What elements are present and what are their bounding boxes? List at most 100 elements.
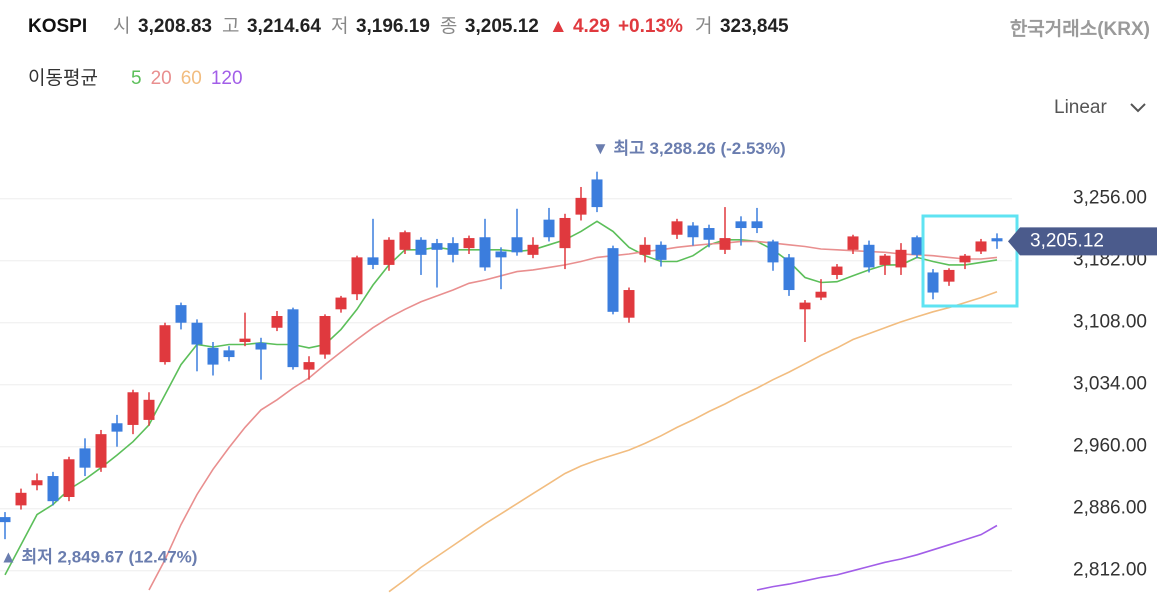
last-price-label: 3,205.12 (1030, 230, 1104, 251)
scale-dropdown[interactable]: Linear (1054, 97, 1146, 118)
candle-body (703, 228, 715, 240)
min-annotation: ▲ 최저 2,849.67 (12.47%) (0, 547, 197, 566)
candle-body (447, 243, 459, 255)
candle-body (719, 238, 731, 250)
candle-body (191, 322, 203, 345)
candle-body (879, 255, 891, 265)
candle-body (31, 480, 43, 486)
candle-body (399, 232, 411, 250)
candle-body (367, 257, 379, 265)
candle-body (847, 236, 859, 250)
header-value: 3,214.64 (247, 16, 321, 37)
chevron (1130, 103, 1146, 113)
header-value: 3,205.12 (465, 16, 539, 37)
header-value: 3,208.83 (138, 16, 212, 37)
candle-body (287, 309, 299, 368)
legend-entry: 60 (181, 68, 202, 89)
source: 한국거래소(KRX) (1010, 18, 1150, 40)
chart-title: KOSPI (28, 16, 87, 37)
y-tick-label: 3,256.00 (1073, 188, 1147, 209)
y-tick-label: 3,108.00 (1073, 312, 1147, 333)
candle-body (591, 179, 603, 208)
change: ▲ 4.29 (549, 16, 610, 37)
y-tick-label: 2,960.00 (1073, 436, 1147, 457)
header-label: 거 (695, 15, 712, 37)
candle-body (335, 297, 347, 310)
candle-body (559, 217, 571, 249)
header-label: 고 (222, 16, 239, 37)
ma-line (388, 290, 998, 593)
scale-mode[interactable]: Linear (1054, 97, 1107, 118)
header-label: 종 (440, 16, 457, 37)
legend-entry: 120 (211, 68, 243, 89)
candle-body (735, 221, 747, 229)
candle-body (463, 238, 475, 249)
candle-body (991, 238, 1003, 242)
candle-body (0, 517, 11, 523)
candle-body (671, 221, 683, 235)
candle-body (639, 244, 651, 255)
candle-body (895, 249, 907, 268)
candle-body (143, 399, 155, 420)
header-value: 323,845 (720, 16, 789, 37)
candle-body (319, 316, 331, 355)
change-pct: +0.13% (618, 16, 683, 37)
y-tick-label: 2,812.00 (1073, 560, 1147, 581)
candle-body (959, 255, 971, 263)
candle-body (271, 316, 283, 328)
candle-body (799, 302, 811, 310)
candle-body (623, 290, 635, 318)
candle-body (383, 239, 395, 265)
candle-body (255, 342, 267, 350)
candle-body (239, 338, 251, 342)
candle-body (927, 272, 939, 293)
candle-body (527, 244, 539, 255)
candle-body (831, 266, 843, 275)
candle-body (111, 423, 123, 432)
header-value: 3,196.19 (356, 16, 430, 37)
candle-body (175, 305, 187, 323)
candle-body (351, 257, 363, 295)
legend-entry: 5 (131, 68, 142, 89)
candle-body (511, 237, 523, 253)
candle-body (655, 244, 667, 260)
ma-line (148, 240, 998, 591)
candle-body (943, 269, 955, 282)
candle-body (15, 492, 27, 506)
candle-body (863, 244, 875, 268)
candle-body (783, 257, 795, 291)
highlight-box (921, 214, 1019, 308)
last-price-tag (1008, 227, 1157, 256)
y-tick-label: 3,034.00 (1073, 374, 1147, 395)
candle-body (207, 347, 219, 365)
header-label: 시 (113, 16, 130, 37)
candle-body (63, 459, 75, 497)
y-tick-label: 2,886.00 (1073, 498, 1147, 519)
candle-body (79, 448, 91, 468)
max-annotation: ▼ 최고 3,288.26 (-2.53%) (592, 139, 786, 158)
candle-body (815, 291, 827, 298)
candle-body (607, 248, 619, 312)
candle-body (431, 243, 443, 250)
plot-area (0, 171, 1012, 593)
candle-body (975, 241, 987, 252)
header-label: 저 (331, 15, 348, 37)
candle-body (687, 225, 699, 238)
candle-body (159, 325, 171, 363)
candle-body (543, 219, 555, 238)
candle-body (911, 237, 923, 255)
candle-body (495, 251, 507, 258)
candle-body (575, 197, 587, 215)
candle-body (415, 239, 427, 255)
legend-entry: 20 (151, 68, 172, 89)
candle-body (127, 392, 139, 425)
candle-body (223, 350, 235, 358)
candle-body (47, 476, 59, 502)
ma-line (756, 524, 998, 591)
legend-title: 이동평균 (28, 67, 98, 89)
candle-body (767, 241, 779, 263)
candle-body (751, 221, 763, 229)
candle-body (479, 237, 491, 268)
